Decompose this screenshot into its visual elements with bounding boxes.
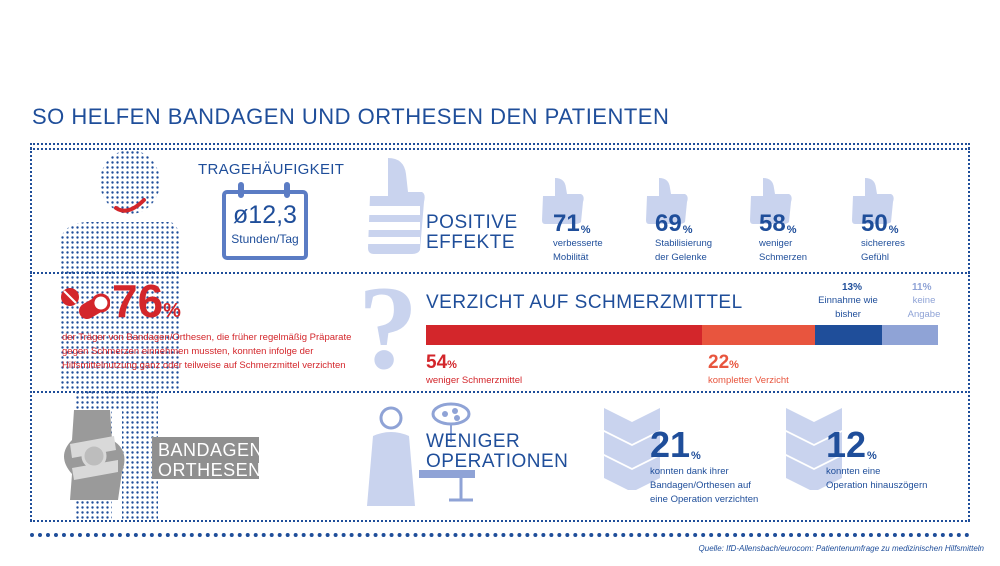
product-label-box: BANDAGEN/ ORTHESEN bbox=[152, 437, 268, 480]
bar-segment-3 bbox=[815, 325, 882, 345]
operations-caption-1: konnten dank ihrer Bandagen/Orthesen auf… bbox=[650, 466, 759, 505]
operations-label: WENIGER OPERATIONEN bbox=[426, 431, 569, 472]
knee-brace-icon bbox=[64, 410, 125, 500]
bar-value-2: 22% bbox=[708, 352, 739, 373]
surgeon-icon bbox=[367, 402, 475, 506]
operations-value-1: 21% bbox=[650, 424, 701, 465]
positive-value-2: 69% bbox=[655, 210, 693, 237]
positive-label: POSITIVE EFFEKTE bbox=[426, 212, 518, 253]
bar-label-1: weniger Schmerzmittel bbox=[426, 375, 523, 386]
bar-value-3: 13% bbox=[842, 282, 863, 293]
surgical-lamp-icon bbox=[431, 402, 471, 442]
operations-caption-2: konnten eine Operation hinauszögern bbox=[826, 466, 928, 491]
thumbs-up-icon bbox=[542, 178, 584, 224]
painkiller-share-value: 76% bbox=[112, 275, 181, 327]
row-divider-1 bbox=[30, 272, 970, 274]
smile-icon bbox=[114, 198, 146, 213]
thumbs-up-icon bbox=[368, 158, 425, 254]
positive-caption-4: sichereres Gefühl bbox=[861, 238, 905, 263]
chevron-down-icon bbox=[786, 408, 842, 490]
positive-caption-2: Stabilisierung der Gelenke bbox=[655, 238, 713, 263]
frame-bottom-border bbox=[30, 520, 970, 522]
frame-top-border bbox=[30, 143, 970, 145]
positive-value-1: 71% bbox=[553, 210, 591, 237]
frame-top-border-2 bbox=[30, 148, 970, 150]
bar-segment-4 bbox=[882, 325, 938, 345]
bar-label-4: keine Angabe bbox=[907, 295, 941, 320]
bar-label-3: Einnahme wie bisher bbox=[818, 295, 878, 320]
chevron-down-icon bbox=[604, 408, 660, 490]
operations-value-2: 12% bbox=[826, 424, 877, 465]
calendar-icon: ø12,3 Stunden/Tag bbox=[222, 182, 308, 260]
wear-value: ø12,3 bbox=[233, 201, 297, 229]
thumbs-up-icon bbox=[646, 178, 688, 224]
source-note: Quelle: IfD-Allensbach/eurocom: Patiente… bbox=[698, 544, 984, 553]
bar-value-1: 54% bbox=[426, 352, 457, 373]
row-divider-2 bbox=[30, 391, 970, 393]
product-line-1: BANDAGEN/ bbox=[158, 440, 269, 460]
frame-right-border bbox=[968, 143, 970, 521]
bar-segment-2 bbox=[702, 325, 815, 345]
positive-caption-3: weniger Schmerzen bbox=[759, 238, 808, 263]
question-mark-icon: ? bbox=[358, 261, 418, 394]
bottom-rule bbox=[30, 533, 970, 537]
bar-segment-1 bbox=[426, 325, 702, 345]
wear-heading: TRAGEHÄUFIGKEIT bbox=[198, 161, 345, 178]
positive-value-3: 58% bbox=[759, 210, 797, 237]
painkiller-share-caption: der Träger von Bandagen/Orthesen, die fr… bbox=[62, 332, 352, 371]
pills-icon bbox=[61, 288, 110, 319]
thumbs-up-icon bbox=[852, 178, 894, 224]
bar-value-4: 11% bbox=[912, 282, 932, 293]
frame-left-border bbox=[30, 143, 32, 521]
product-line-2: ORTHESEN bbox=[158, 460, 262, 480]
wear-unit: Stunden/Tag bbox=[231, 232, 299, 246]
painkiller-bar-heading: VERZICHT AUF SCHMERZMITTEL bbox=[426, 292, 743, 313]
page-title: SO HELFEN BANDAGEN UND ORTHESEN DEN PATI… bbox=[32, 104, 670, 129]
positive-value-4: 50% bbox=[861, 210, 899, 237]
bar-label-2: kompletter Verzicht bbox=[708, 375, 789, 386]
thumbs-up-icon bbox=[750, 178, 792, 224]
positive-caption-1: verbesserte Mobilität bbox=[553, 238, 603, 263]
